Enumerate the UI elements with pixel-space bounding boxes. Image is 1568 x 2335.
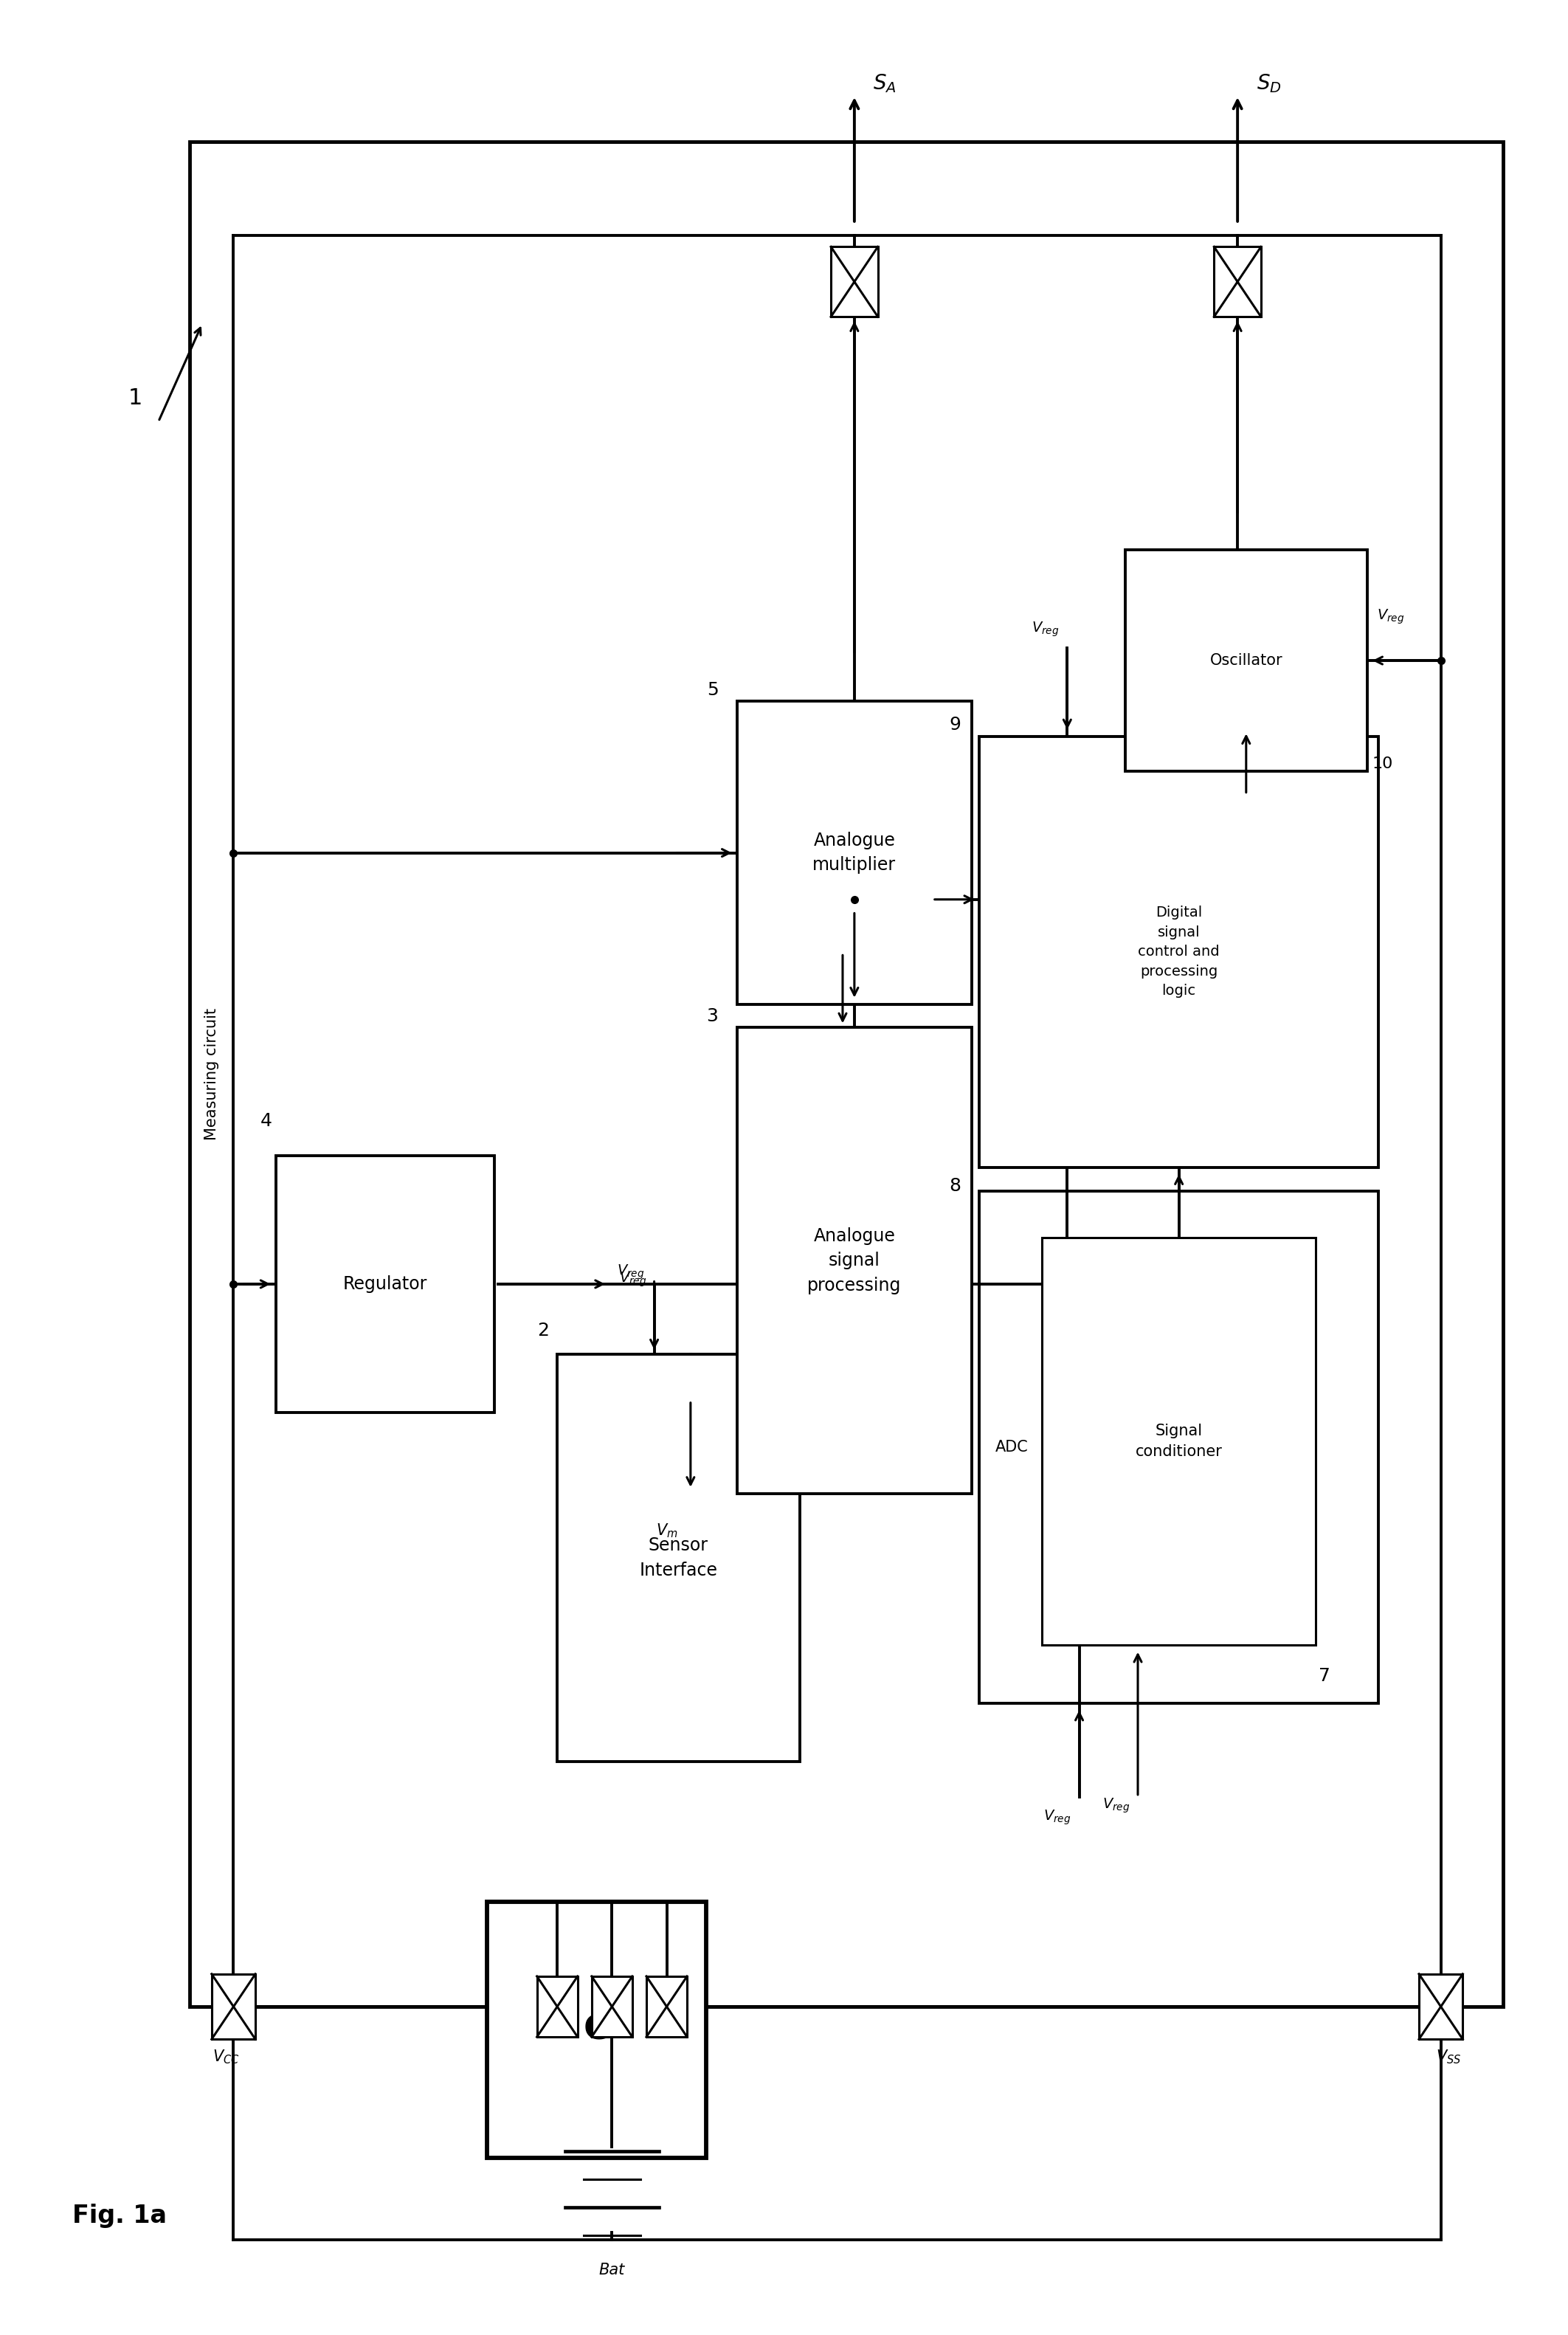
Bar xyxy=(1124,549,1367,771)
Bar xyxy=(737,1027,972,1494)
Text: Analogue
signal
processing: Analogue signal processing xyxy=(808,1228,902,1294)
Text: Regulator: Regulator xyxy=(343,1275,428,1294)
Bar xyxy=(190,142,1504,2006)
Text: Digital
signal
control and
processing
logic: Digital signal control and processing lo… xyxy=(1138,906,1220,997)
Bar xyxy=(1043,1238,1316,1646)
Text: 8: 8 xyxy=(949,1177,961,1196)
Bar xyxy=(212,1973,256,2038)
Text: 4: 4 xyxy=(260,1111,271,1130)
Text: 5: 5 xyxy=(707,682,718,698)
Text: $V_{reg}$: $V_{reg}$ xyxy=(808,943,834,962)
Text: Sensor
Interface: Sensor Interface xyxy=(640,1536,718,1578)
Bar xyxy=(737,700,972,1004)
Text: $V_{reg}$: $V_{reg}$ xyxy=(1032,621,1060,637)
Bar xyxy=(557,1354,800,1763)
Text: $V_{reg}$: $V_{reg}$ xyxy=(1102,1798,1131,1814)
Text: Signal
conditioner: Signal conditioner xyxy=(1135,1424,1223,1459)
Text: 2: 2 xyxy=(538,1322,549,1340)
Text: 9: 9 xyxy=(949,717,961,733)
Bar xyxy=(1419,1973,1463,2038)
Text: 10: 10 xyxy=(1372,757,1392,771)
Text: $V_{CC}$: $V_{CC}$ xyxy=(212,2048,240,2066)
Text: $V_{SS}$: $V_{SS}$ xyxy=(1436,2048,1461,2066)
Bar xyxy=(646,1975,687,2036)
Text: Oscillator: Oscillator xyxy=(1210,654,1283,668)
Text: C: C xyxy=(583,2013,608,2045)
Text: 1: 1 xyxy=(129,388,143,409)
Text: $V_{reg}$: $V_{reg}$ xyxy=(619,1270,646,1289)
Text: 7: 7 xyxy=(1319,1667,1331,1686)
Text: Fig. 1a: Fig. 1a xyxy=(72,2204,166,2228)
Bar xyxy=(980,1191,1378,1705)
Text: $V_{reg}$: $V_{reg}$ xyxy=(616,1263,644,1282)
Text: $V_m$: $V_m$ xyxy=(657,1522,677,1539)
Text: $S_A$: $S_A$ xyxy=(873,72,897,96)
Text: 3: 3 xyxy=(707,1006,718,1025)
Bar xyxy=(980,736,1378,1168)
Text: $S_D$: $S_D$ xyxy=(1256,72,1281,96)
Text: $V_{reg}$: $V_{reg}$ xyxy=(1044,1810,1071,1826)
Text: Measuring circuit: Measuring circuit xyxy=(204,1009,220,1139)
Text: Bat: Bat xyxy=(599,2263,626,2277)
Text: $V_{reg}$: $V_{reg}$ xyxy=(1377,607,1405,626)
Bar xyxy=(831,248,878,318)
Bar xyxy=(486,1901,706,2158)
Text: Analogue
multiplier: Analogue multiplier xyxy=(812,831,895,873)
Bar xyxy=(276,1156,494,1413)
Text: ADC: ADC xyxy=(996,1441,1029,1455)
Bar xyxy=(1214,248,1261,318)
Text: $S_m$: $S_m$ xyxy=(817,862,839,880)
Bar xyxy=(536,1975,577,2036)
Bar xyxy=(591,1975,632,2036)
